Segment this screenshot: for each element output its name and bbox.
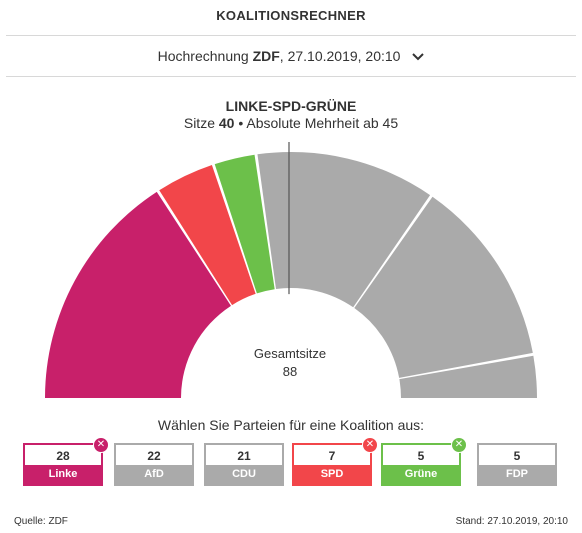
coalition-seats: Sitze 40 • Absolute Mehrheit ab 45	[0, 115, 582, 131]
party-name: Grüne	[383, 465, 459, 484]
party-button-fdp[interactable]: 5 FDP	[477, 443, 557, 486]
party-name: FDP	[479, 465, 555, 484]
chart-segment-afd	[354, 196, 533, 378]
remove-icon[interactable]: ✕	[362, 437, 378, 453]
party-name: AfD	[116, 465, 192, 484]
party-button-linke[interactable]: 28 Linke ✕	[23, 437, 109, 486]
party-seats: 7	[328, 449, 336, 463]
chevron-down-icon	[412, 48, 425, 64]
party-name: CDU	[206, 465, 282, 484]
coalition-name: LINKE-SPD-GRÜNE	[225, 98, 357, 114]
party-selection-prompt: Wählen Sie Parteien für eine Koalition a…	[157, 417, 425, 433]
party-button-grüne[interactable]: 5 Grüne ✕	[381, 437, 467, 486]
forecast-datetime: , 27.10.2019, 20:10	[279, 48, 401, 64]
party-seats: 5	[513, 449, 521, 463]
seats-label: Sitze	[183, 115, 219, 131]
chart-segment-grüne	[214, 154, 275, 294]
chart-segment-fdp	[399, 355, 537, 398]
source-note: Quelle: ZDF	[14, 516, 68, 527]
majority-text: • Absolute Mehrheit ab 45	[234, 115, 399, 131]
divider	[6, 76, 576, 77]
app-title: KOALITIONSRECHNER	[216, 8, 366, 23]
divider	[6, 35, 576, 36]
seats-value: 40	[218, 115, 235, 131]
forecast-prefix: Hochrechnung	[157, 48, 253, 64]
party-button-afd[interactable]: 22 AfD	[114, 443, 194, 486]
party-seats: 28	[56, 449, 70, 463]
timestamp-note: Stand: 27.10.2019, 20:10	[455, 516, 568, 527]
remove-icon[interactable]: ✕	[451, 437, 467, 453]
remove-icon[interactable]: ✕	[93, 437, 109, 453]
party-name: SPD	[294, 465, 370, 484]
party-seats: 21	[237, 449, 251, 463]
party-seats: 5	[417, 449, 425, 463]
party-button-spd[interactable]: 7 SPD ✕	[292, 437, 378, 486]
chart-segment-linke	[45, 191, 231, 398]
party-button-cdu[interactable]: 21 CDU	[204, 443, 284, 486]
party-name: Linke	[25, 465, 101, 484]
party-seats: 22	[147, 449, 161, 463]
total-seats-label: Gesamtsitze	[253, 346, 327, 361]
total-seats-value: 88	[282, 364, 298, 379]
chart-segment-spd	[159, 165, 256, 306]
forecast-selector[interactable]: Hochrechnung ZDF, 27.10.2019, 20:10	[0, 48, 582, 64]
chart-segment-cdu	[257, 151, 431, 308]
forecast-source: ZDF	[252, 48, 280, 64]
